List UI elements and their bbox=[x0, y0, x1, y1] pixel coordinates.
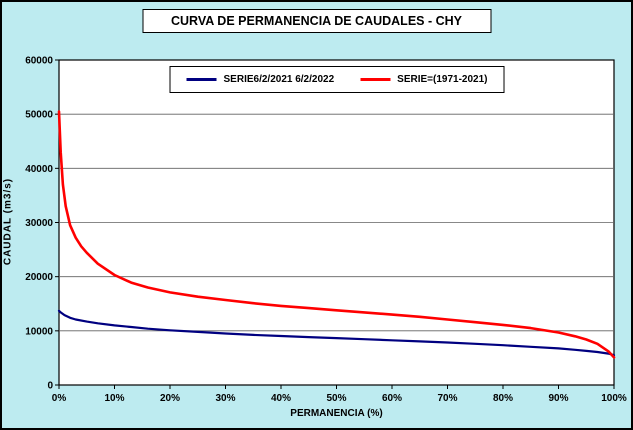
legend-item-series2: SERIE=(1971-2021) bbox=[360, 74, 487, 85]
y-tick-label: 30000 bbox=[25, 218, 53, 229]
series-line-2 bbox=[57, 110, 616, 359]
y-tick-label: 0 bbox=[47, 381, 53, 392]
x-tick-label: 90% bbox=[548, 393, 568, 404]
chart-title: CURVA DE PERMANENCIA DE CAUDALES - CHY bbox=[171, 14, 462, 28]
x-tick-label: 60% bbox=[382, 393, 402, 404]
y-tick-label: 50000 bbox=[25, 110, 53, 121]
chart-title-box: CURVA DE PERMANENCIA DE CAUDALES - CHY bbox=[142, 9, 491, 33]
x-tick-label: 20% bbox=[160, 393, 180, 404]
y-tick-label: 10000 bbox=[25, 326, 53, 337]
x-tick-label: 70% bbox=[437, 393, 457, 404]
x-axis-label: PERMANENCIA (%) bbox=[290, 408, 383, 419]
x-tick-label: 50% bbox=[326, 393, 346, 404]
x-tick-label: 0% bbox=[52, 393, 67, 404]
series-line-1 bbox=[57, 309, 616, 357]
y-tick-label: 40000 bbox=[25, 164, 53, 175]
series1-line-swatch bbox=[186, 78, 217, 81]
y-tick-label: 60000 bbox=[25, 56, 53, 67]
x-tick-label: 30% bbox=[215, 393, 235, 404]
x-tick-label: 40% bbox=[271, 393, 291, 404]
legend-item-series1: SERIE6/2/2021 6/2/2022 bbox=[186, 74, 335, 85]
series2-line-swatch bbox=[360, 78, 391, 81]
legend-label-series1: SERIE6/2/2021 6/2/2022 bbox=[223, 74, 335, 85]
x-tick-label: 100% bbox=[601, 393, 627, 404]
y-axis-label: CAUDAL (m3/s) bbox=[2, 177, 14, 266]
x-tick-label: 80% bbox=[493, 393, 513, 404]
legend-label-series2: SERIE=(1971-2021) bbox=[397, 74, 488, 85]
y-tick-label: 20000 bbox=[25, 272, 53, 283]
x-tick-label: 10% bbox=[104, 393, 124, 404]
legend: SERIE6/2/2021 6/2/2022 SERIE=(1971-2021) bbox=[169, 66, 505, 93]
